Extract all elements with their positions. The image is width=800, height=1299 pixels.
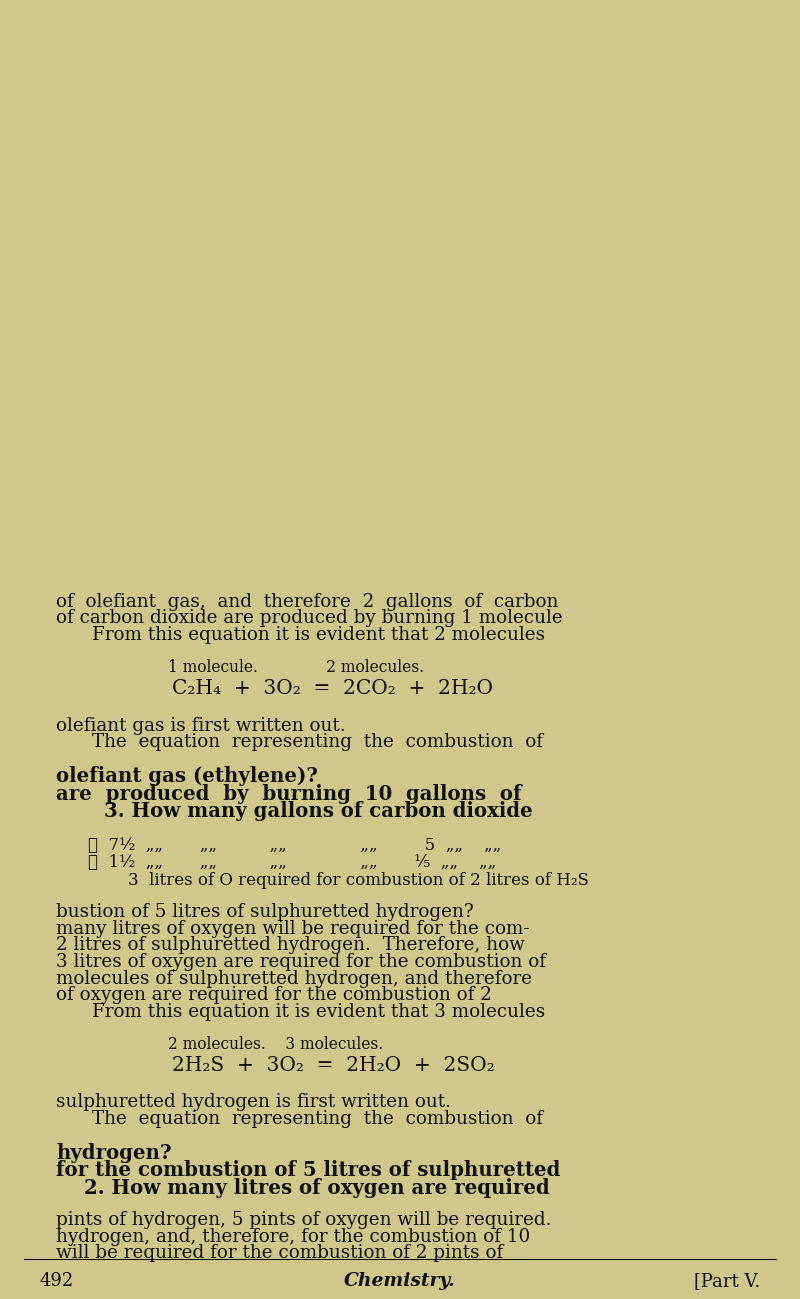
Text: [Part V.: [Part V. xyxy=(694,1272,760,1290)
Text: olefiant gas (ethylene)?: olefiant gas (ethylene)? xyxy=(56,766,318,786)
Text: of carbon dioxide are produced by burning 1 molecule: of carbon dioxide are produced by burnin… xyxy=(56,609,562,627)
Text: The  equation  representing  the  combustion  of: The equation representing the combustion… xyxy=(92,733,543,751)
Text: sulphuretted hydrogen is first written out.: sulphuretted hydrogen is first written o… xyxy=(56,1094,451,1112)
Text: 2 molecules.    3 molecules.: 2 molecules. 3 molecules. xyxy=(168,1035,383,1052)
Text: 2H₂S  +  3O₂  =  2H₂O  +  2SO₂: 2H₂S + 3O₂ = 2H₂O + 2SO₂ xyxy=(172,1056,494,1076)
Text: of  olefiant  gas,  and  therefore  2  gallons  of  carbon: of olefiant gas, and therefore 2 gallons… xyxy=(56,592,558,611)
Text: molecules of sulphuretted hydrogen, and therefore: molecules of sulphuretted hydrogen, and … xyxy=(56,969,532,987)
Text: hydrogen?: hydrogen? xyxy=(56,1143,171,1163)
Text: are  produced  by  burning  10  gallons  of: are produced by burning 10 gallons of xyxy=(56,783,522,804)
Text: C₂H₄  +  3O₂  =  2CO₂  +  2H₂O: C₂H₄ + 3O₂ = 2CO₂ + 2H₂O xyxy=(172,679,493,699)
Text: of oxygen are required for the combustion of 2: of oxygen are required for the combustio… xyxy=(56,986,492,1004)
Text: for the combustion of 5 litres of sulphuretted: for the combustion of 5 litres of sulphu… xyxy=(56,1160,560,1181)
Text: ∴  7½  „„       „„          „„              „„         5  „„    „„: ∴ 7½ „„ „„ „„ „„ 5 „„ „„ xyxy=(88,837,502,853)
Text: 2. How many litres of oxygen are required: 2. How many litres of oxygen are require… xyxy=(84,1177,550,1198)
Text: 492: 492 xyxy=(40,1272,74,1290)
Text: From this equation it is evident that 3 molecules: From this equation it is evident that 3 … xyxy=(92,1003,546,1021)
Text: 1 molecule.              2 molecules.: 1 molecule. 2 molecules. xyxy=(168,659,424,675)
Text: 3  litres of O required for combustion of 2 litres of H₂S: 3 litres of O required for combustion of… xyxy=(128,872,589,889)
Text: The  equation  representing  the  combustion  of: The equation representing the combustion… xyxy=(92,1109,543,1128)
Text: 3 litres of oxygen are required for the combustion of: 3 litres of oxygen are required for the … xyxy=(56,953,546,970)
Text: 2 litres of sulphuretted hydrogen.  Therefore, how: 2 litres of sulphuretted hydrogen. There… xyxy=(56,937,525,955)
Text: ∴  1½  „„       „„          „„              „„       ¹⁄₅  „„    „„: ∴ 1½ „„ „„ „„ „„ ¹⁄₅ „„ „„ xyxy=(88,853,496,870)
Text: Chemistry.: Chemistry. xyxy=(344,1272,456,1290)
Text: bustion of 5 litres of sulphuretted hydrogen?: bustion of 5 litres of sulphuretted hydr… xyxy=(56,903,474,921)
Text: hydrogen, and, therefore, for the combustion of 10: hydrogen, and, therefore, for the combus… xyxy=(56,1228,530,1246)
Text: pints of hydrogen, 5 pints of oxygen will be required.: pints of hydrogen, 5 pints of oxygen wil… xyxy=(56,1211,551,1229)
Text: will be required for the combustion of 2 pints of: will be required for the combustion of 2… xyxy=(56,1244,503,1263)
Text: olefiant gas is first written out.: olefiant gas is first written out. xyxy=(56,717,346,735)
Text: From this equation it is evident that 2 molecules: From this equation it is evident that 2 … xyxy=(92,626,545,644)
Text: 3. How many gallons of carbon dioxide: 3. How many gallons of carbon dioxide xyxy=(104,800,533,821)
Text: many litres of oxygen will be required for the com-: many litres of oxygen will be required f… xyxy=(56,920,530,938)
